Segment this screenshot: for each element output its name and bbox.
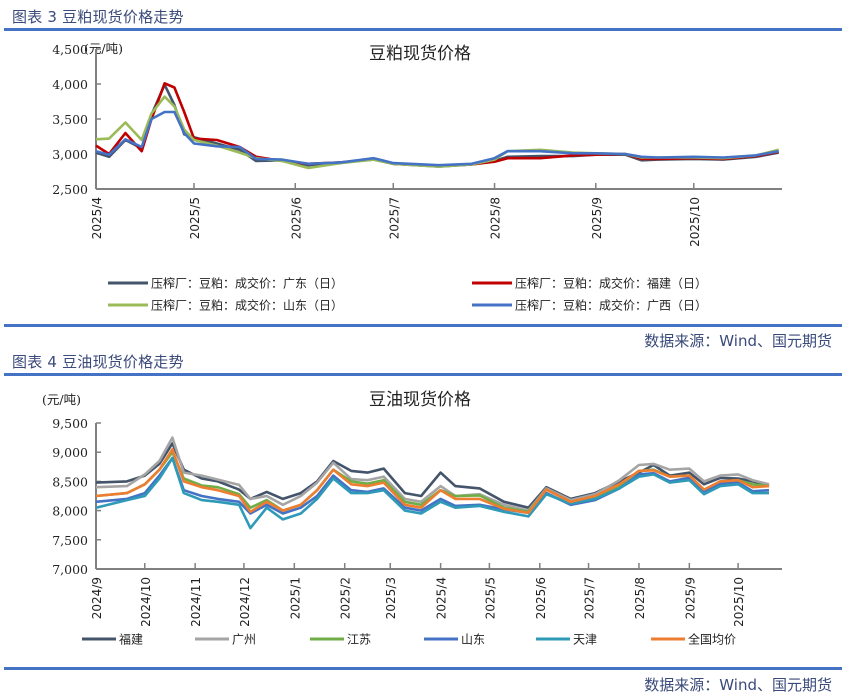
figure4-caption: 图表 4 豆油现货价格走势 [12, 353, 184, 371]
y-tick-label: 7,500 [52, 533, 88, 548]
legend-label: 压榨厂：豆粕：成交价：山东（日） [151, 298, 343, 313]
legend-item: 广州 [195, 633, 256, 647]
x-tick-label: 2025/5 [483, 577, 497, 619]
y-axis-unit: (元/吨) [42, 392, 81, 407]
figure3-bottom-rule [4, 324, 842, 327]
series-line [95, 442, 770, 510]
x-tick-label: 2024/10 [139, 577, 153, 627]
y-tick-label: 4,000 [52, 77, 88, 92]
legend-item: 山东 [424, 633, 485, 647]
x-tick-label: 2025/6 [534, 577, 548, 619]
legend-item: 压榨厂：豆粕：成交价：广西（日） [472, 298, 707, 313]
y-tick-label: 7,000 [52, 562, 88, 577]
series-line [95, 436, 770, 512]
y-tick-label: 9,500 [52, 416, 88, 431]
y-tick-label: 3,000 [52, 147, 88, 162]
legend-item: 天津 [536, 633, 597, 647]
x-tick-label: 2025/8 [633, 577, 647, 619]
figure3-source: 数据来源：Wind、国元期货 [644, 332, 832, 350]
x-tick-label: 2025/7 [387, 197, 401, 239]
legend-item: 压榨厂：豆粕：成交价：山东（日） [108, 298, 343, 313]
legend-label: 江苏 [347, 633, 371, 647]
x-tick-label: 2025/5 [188, 197, 202, 239]
x-tick-label: 2025/9 [683, 577, 697, 619]
y-tick-label: 2,500 [52, 182, 88, 197]
legend-item: 压榨厂：豆粕：成交价：福建（日） [472, 276, 707, 291]
y-tick-label: 9,000 [52, 445, 88, 460]
y-tick-label: 3,500 [52, 112, 88, 127]
series-line [95, 83, 779, 168]
legend-label: 天津 [573, 633, 597, 647]
legend-label: 广州 [232, 633, 256, 647]
x-tick-label: 2025/7 [583, 577, 597, 619]
figure4-source: 数据来源：Wind、国元期货 [644, 676, 832, 694]
y-tick-label: 4,500 [52, 42, 88, 57]
legend-label: 福建 [119, 632, 143, 647]
x-tick-label: 2024/11 [189, 577, 203, 627]
legend-label: 压榨厂：豆粕：成交价：广西（日） [515, 298, 707, 313]
chart-title: 豆油现货价格 [369, 390, 471, 410]
series-line [95, 447, 770, 515]
x-tick-label: 2024/12 [238, 577, 252, 627]
x-tick-label: 2025/1 [288, 577, 302, 619]
y-tick-label: 8,000 [52, 504, 88, 519]
soymeal-price-chart: 豆粕现货价格 (元/吨) 2,500 3,000 3,500 4,000 4,500 2025… [52, 41, 782, 313]
y-tick-label: 8,500 [52, 474, 88, 489]
x-tick-label: 2025/9 [590, 197, 604, 239]
figure4-bottom-rule [4, 667, 842, 670]
x-tick-label: 2025/8 [489, 197, 503, 239]
soyoil-price-chart: 豆油现货价格 (元/吨) 7,000 7,500 8,000 8,500 9,000 9,50… [42, 390, 782, 647]
x-tick-label: 2025/3 [384, 577, 398, 619]
chart-title: 豆粕现货价格 [369, 44, 471, 64]
legend-item: 压榨厂：豆粕：成交价：广东（日） [108, 276, 343, 291]
series-line [95, 82, 779, 168]
figure3-top-rule [4, 28, 842, 31]
legend-item: 福建 [82, 632, 143, 647]
legend-item: 全国均价 [651, 632, 736, 647]
x-tick-label: 2025/2 [339, 577, 353, 619]
x-tick-label: 2025/6 [289, 197, 303, 239]
x-tick-label: 2025/4 [435, 577, 449, 619]
legend-label: 压榨厂：豆粕：成交价：广东（日） [151, 276, 343, 291]
legend-item: 江苏 [310, 633, 371, 647]
x-tick-label: 2024/9 [90, 577, 104, 619]
series-line [95, 110, 779, 167]
x-tick-label: 2025/4 [90, 197, 104, 239]
series-line [95, 456, 769, 530]
x-tick-label: 2025/10 [732, 577, 746, 627]
x-tick-label: 2025/10 [688, 197, 702, 247]
y-axis-unit: (元/吨) [84, 41, 123, 56]
legend-label: 压榨厂：豆粕：成交价：福建（日） [515, 276, 707, 291]
figure4-top-rule [4, 373, 842, 376]
legend-label: 山东 [461, 633, 485, 647]
figure3-caption: 图表 3 豆粕现货价格走势 [12, 8, 184, 26]
legend-label: 全国均价 [688, 632, 736, 647]
